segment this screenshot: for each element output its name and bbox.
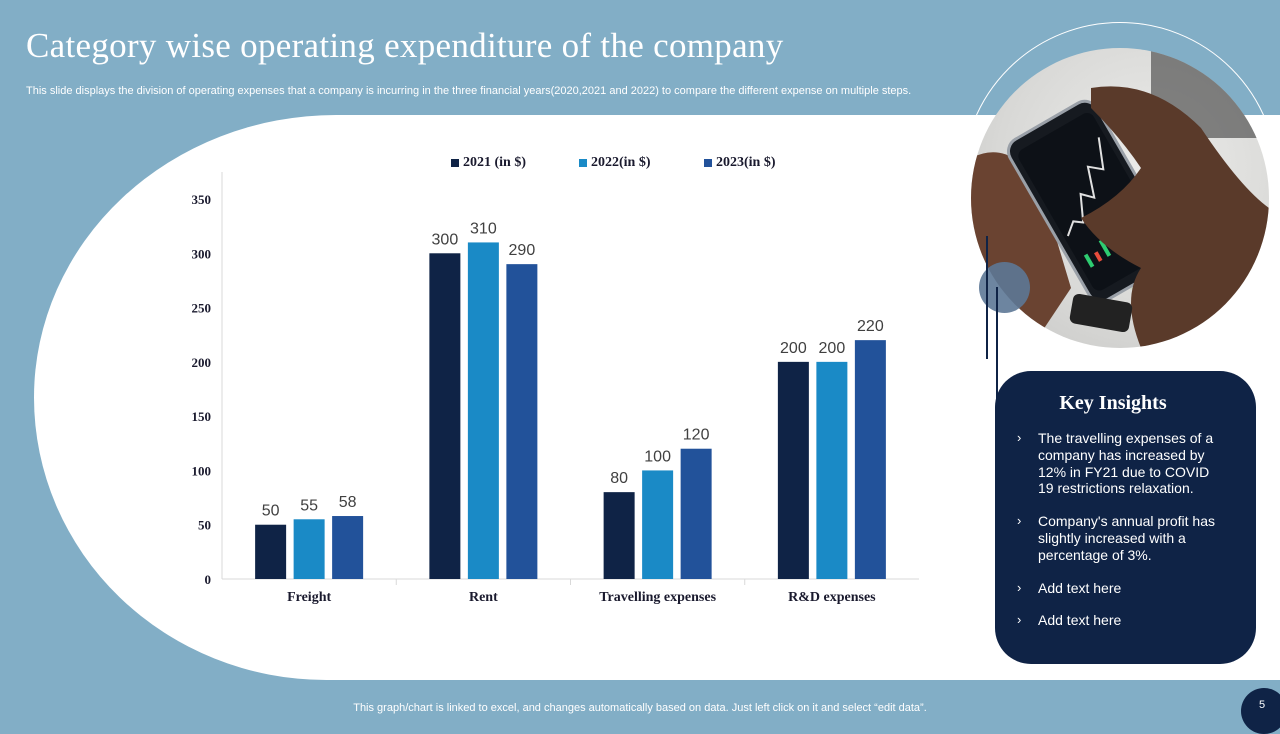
legend-swatch xyxy=(451,159,459,167)
bar xyxy=(332,516,364,579)
legend-item: 2023(in $) xyxy=(704,155,776,171)
y-tick-label: 50 xyxy=(198,518,211,533)
x-tick-label: Travelling expenses xyxy=(599,590,716,605)
x-tick-label: Rent xyxy=(469,590,498,605)
chevron-right-icon: › xyxy=(1017,612,1022,628)
legend-label: 2021 (in $) xyxy=(463,155,526,170)
slide-title: Category wise operating expenditure of t… xyxy=(26,26,784,65)
y-tick-label: 150 xyxy=(192,409,212,424)
data-label: 58 xyxy=(339,494,357,511)
x-tick-label: Freight xyxy=(287,590,331,605)
data-label: 200 xyxy=(780,340,807,357)
legend-swatch xyxy=(704,159,712,167)
bar xyxy=(255,524,287,579)
bar xyxy=(642,470,674,579)
bar xyxy=(603,492,635,579)
chart-legend: 2021 (in $) 2022(in $) 2023(in $) xyxy=(0,155,1280,175)
data-label: 100 xyxy=(644,448,671,465)
bar xyxy=(506,264,538,579)
legend-item: 2021 (in $) xyxy=(451,155,526,171)
chevron-right-icon: › xyxy=(1017,513,1022,529)
key-insights-title: Key Insights xyxy=(1059,392,1167,414)
chevron-right-icon: › xyxy=(1017,579,1022,595)
y-tick-label: 100 xyxy=(192,463,212,478)
y-tick-label: 0 xyxy=(205,572,212,587)
legend-swatch xyxy=(579,159,587,167)
bar xyxy=(467,242,499,579)
insight-item: › The travelling expenses of a company h… xyxy=(1017,430,1227,497)
insight-text: The travelling expenses of a company has… xyxy=(1038,430,1214,497)
footer-note: This graph/chart is linked to excel, and… xyxy=(353,702,927,714)
bar xyxy=(680,448,712,579)
data-label: 80 xyxy=(610,470,628,487)
legend-label: 2022(in $) xyxy=(591,155,651,170)
page-number: 5 xyxy=(1241,688,1280,734)
decorative-line xyxy=(986,236,988,359)
slide-subtitle: This slide displays the division of oper… xyxy=(26,85,912,97)
y-tick-label: 350 xyxy=(192,192,212,207)
decorative-line xyxy=(996,287,998,410)
insight-item: › Company's annual profit has slightly i… xyxy=(1017,513,1227,563)
insight-text: Add text here xyxy=(1038,579,1122,596)
bar xyxy=(777,361,809,579)
insight-item: › Add text here xyxy=(1017,612,1227,629)
chevron-right-icon: › xyxy=(1017,430,1022,445)
data-label: 50 xyxy=(262,503,280,520)
data-label: 300 xyxy=(432,231,459,248)
data-label: 310 xyxy=(470,220,497,237)
y-tick-label: 300 xyxy=(192,246,212,261)
bar xyxy=(429,253,461,580)
key-insights-panel: Key Insights › The travelling expenses o… xyxy=(995,371,1256,664)
insight-text: Add text here xyxy=(1038,612,1122,629)
x-tick-label: R&D expenses xyxy=(788,590,876,605)
y-tick-label: 250 xyxy=(192,301,212,316)
key-insights-list: › The travelling expenses of a company h… xyxy=(1017,430,1227,645)
legend-item: 2022(in $) xyxy=(579,155,651,171)
bar xyxy=(293,519,325,579)
legend-label: 2023(in $) xyxy=(716,155,776,170)
y-tick-label: 200 xyxy=(192,355,212,370)
data-label: 55 xyxy=(300,497,318,514)
data-label: 120 xyxy=(683,427,710,444)
data-label: 200 xyxy=(819,340,846,357)
bar xyxy=(816,361,848,579)
data-label: 290 xyxy=(509,242,536,259)
insight-text: Company's annual profit has slightly inc… xyxy=(1038,513,1215,563)
bar xyxy=(854,340,886,579)
data-label: 220 xyxy=(857,318,884,335)
insight-item: › Add text here xyxy=(1017,580,1227,597)
